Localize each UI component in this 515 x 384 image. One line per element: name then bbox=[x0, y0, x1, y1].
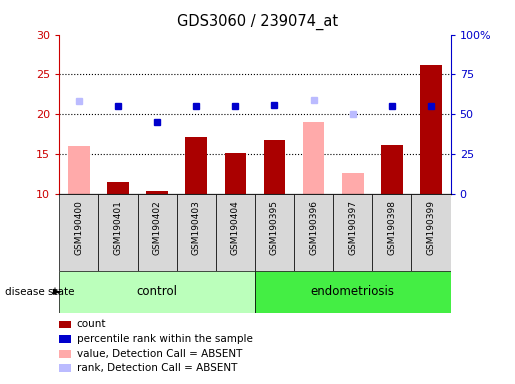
Text: percentile rank within the sample: percentile rank within the sample bbox=[77, 334, 253, 344]
Text: endometriosis: endometriosis bbox=[311, 285, 395, 298]
Text: count: count bbox=[77, 319, 106, 329]
Text: GSM190395: GSM190395 bbox=[270, 200, 279, 255]
Bar bbox=[107, 182, 129, 194]
Text: GSM190402: GSM190402 bbox=[152, 200, 162, 255]
Text: GSM190398: GSM190398 bbox=[387, 200, 397, 255]
Text: GDS3060 / 239074_at: GDS3060 / 239074_at bbox=[177, 13, 338, 30]
Bar bbox=[177, 194, 216, 271]
Bar bbox=[138, 194, 177, 271]
Bar bbox=[216, 194, 255, 271]
Bar bbox=[255, 194, 294, 271]
Text: disease state: disease state bbox=[5, 287, 75, 297]
Text: GSM190400: GSM190400 bbox=[74, 200, 83, 255]
Bar bbox=[59, 271, 255, 313]
Bar bbox=[372, 194, 411, 271]
Bar bbox=[255, 271, 451, 313]
Text: GSM190396: GSM190396 bbox=[309, 200, 318, 255]
Text: GSM190403: GSM190403 bbox=[192, 200, 201, 255]
Text: rank, Detection Call = ABSENT: rank, Detection Call = ABSENT bbox=[77, 363, 237, 373]
Bar bbox=[411, 194, 451, 271]
Bar bbox=[59, 194, 98, 271]
Text: GSM190397: GSM190397 bbox=[348, 200, 357, 255]
Bar bbox=[294, 194, 333, 271]
Text: control: control bbox=[136, 285, 178, 298]
Bar bbox=[333, 194, 372, 271]
Bar bbox=[420, 65, 442, 194]
Bar bbox=[264, 140, 285, 194]
Bar bbox=[342, 173, 364, 194]
Bar bbox=[98, 194, 138, 271]
Text: GSM190399: GSM190399 bbox=[426, 200, 436, 255]
Text: value, Detection Call = ABSENT: value, Detection Call = ABSENT bbox=[77, 349, 242, 359]
Bar bbox=[381, 145, 403, 194]
Bar bbox=[146, 191, 168, 194]
Bar bbox=[68, 146, 90, 194]
Bar bbox=[303, 122, 324, 194]
Bar bbox=[225, 153, 246, 194]
Text: GSM190401: GSM190401 bbox=[113, 200, 123, 255]
Bar bbox=[185, 137, 207, 194]
Text: GSM190404: GSM190404 bbox=[231, 200, 240, 255]
